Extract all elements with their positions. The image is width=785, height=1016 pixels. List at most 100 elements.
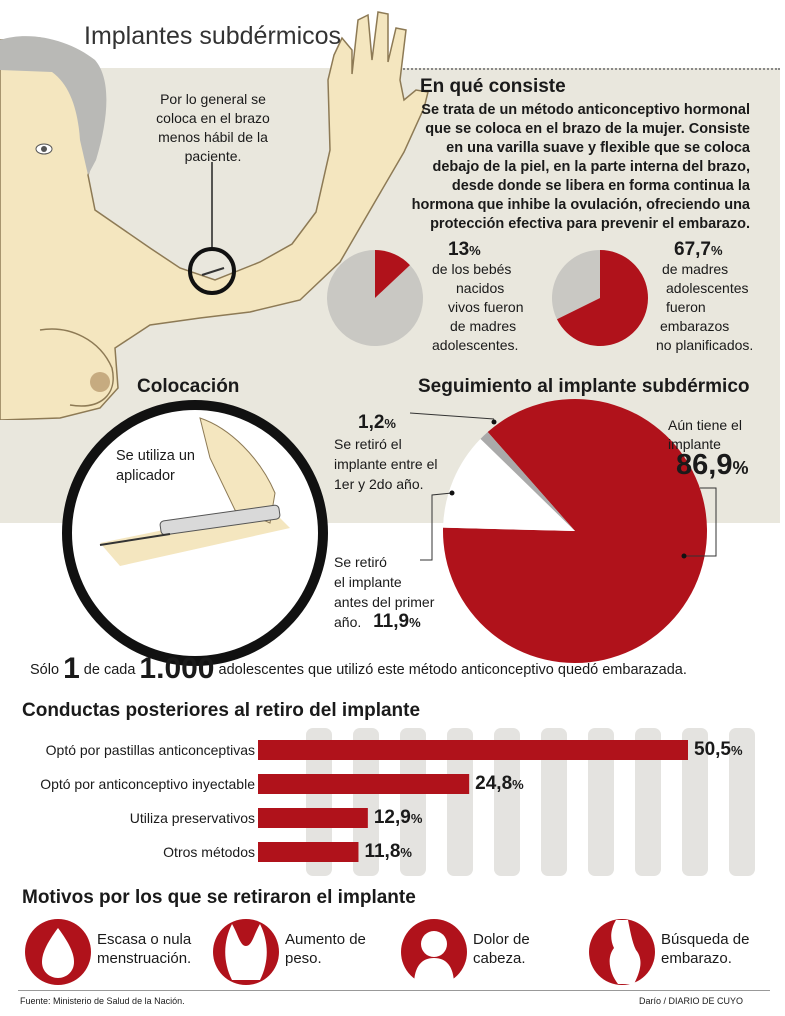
bar xyxy=(258,842,359,862)
bar-value-label: 24,8% xyxy=(475,773,524,795)
page-title: Implantes subdérmicos xyxy=(84,22,342,50)
pie-chart-seguimiento xyxy=(443,399,707,663)
bar-value-label: 11,8% xyxy=(364,841,412,863)
footer-rule xyxy=(18,990,770,991)
seg-b-line: Aún tiene el xyxy=(668,417,742,433)
seg-a-line: Se retiró el xyxy=(334,436,402,452)
seguimiento-note-c: Se retiró el implante antes del primer a… xyxy=(334,552,434,633)
consiste-line: protección efectiva para prevenir el emb… xyxy=(430,216,750,232)
pregnancy-icon xyxy=(589,919,655,985)
top-dotted-rule xyxy=(348,68,780,70)
seg-a-line: implante entre el xyxy=(334,456,438,472)
applicator-circle-ring xyxy=(62,400,328,666)
pie1-unit: % xyxy=(469,243,481,258)
seguimiento-note-b: Aún tiene el implante 86,9% xyxy=(668,416,749,481)
pupil-shape xyxy=(41,146,47,152)
applicator-illustration xyxy=(62,400,328,666)
seg-c-line: año. xyxy=(334,614,362,630)
pie2-line: adolescentes xyxy=(666,280,749,296)
bar-value-unit: % xyxy=(400,845,412,860)
pie-chart-no-planificados xyxy=(552,250,648,346)
pie2-unit: % xyxy=(710,243,723,258)
seg-b-unit: % xyxy=(732,458,749,478)
consiste-line: desde donde se libera en forma continua … xyxy=(451,178,750,194)
seg-a-value: 1,2 xyxy=(358,412,385,433)
pie-slice-bebes xyxy=(375,250,410,298)
bar-value-unit: % xyxy=(730,743,743,758)
seg-a-unit: % xyxy=(384,416,396,431)
bar-value-unit: % xyxy=(512,777,524,792)
grid-stripe xyxy=(353,728,379,876)
colocacion-heading: Colocación xyxy=(137,376,240,397)
grid-stripe xyxy=(541,728,567,876)
summary-sentence: Sólo 1 de cada 1.000 adolescentes que ut… xyxy=(30,652,687,686)
bar-category-label: Otros métodos xyxy=(163,844,255,860)
bar-category-label: Utiliza preservativos xyxy=(129,810,255,826)
grid-stripe xyxy=(682,728,708,876)
seguimiento-note-a: 1,2% Se retiró el implante entre el 1er … xyxy=(334,413,438,494)
sentence-part: Sólo xyxy=(30,662,60,678)
bar-category-label: Optó por anticonceptivo inyectable xyxy=(40,776,255,792)
bar-value-unit: % xyxy=(410,811,423,826)
pie1-line: nacidos xyxy=(456,280,505,296)
grid-stripe xyxy=(447,728,473,876)
motivos-heading: Motivos por los que se retiraron el impl… xyxy=(22,887,416,908)
sentence-number: 1.000 xyxy=(139,652,215,685)
source-note: Fuente: Ministerio de Salud de la Nación… xyxy=(20,996,185,1006)
arm-note-line: menos hábil de la xyxy=(158,129,268,145)
bar xyxy=(258,808,368,828)
seg-c-line: el implante xyxy=(334,574,402,590)
colocacion-line: Se utiliza un xyxy=(116,448,195,464)
motivo-line: cabeza. xyxy=(473,950,526,967)
grid-stripe xyxy=(729,728,755,876)
sentence-number: 1 xyxy=(63,652,80,685)
arm-note-line: Por lo general se xyxy=(160,91,266,107)
pie2-line: fueron xyxy=(666,299,706,315)
arm-note-line: paciente. xyxy=(184,148,242,164)
grid-stripe xyxy=(306,728,332,876)
woman-illustration xyxy=(0,11,429,420)
bar-value-number: 12,9 xyxy=(373,807,411,828)
arm-note: Por lo general se coloca en el brazo men… xyxy=(138,90,288,166)
consiste-line: Se trata de un método anticonceptivo hor… xyxy=(421,102,750,118)
bar xyxy=(258,740,688,760)
bar-value-number: 24,8 xyxy=(475,773,513,794)
motivo-text: Escasa o nula menstruación. xyxy=(97,930,191,968)
seg-a-line: 1er y 2do año. xyxy=(334,476,424,492)
pie1-label: 13% de los bebés nacidos vivos fueron de… xyxy=(432,240,523,355)
motivo-text: Dolor de cabeza. xyxy=(473,930,530,968)
pie1-line: vivos fueron xyxy=(448,299,524,315)
bar-value-label: 12,9% xyxy=(374,807,423,829)
seg-c-value: 11,9 xyxy=(373,611,410,632)
sentence-part: de cada xyxy=(83,662,136,678)
seg-c-line: antes del primer xyxy=(334,594,435,610)
seg-b-value: 86,9 xyxy=(676,449,733,481)
applicator-device-icon xyxy=(159,504,281,536)
body-outline xyxy=(0,11,429,420)
applicator-needle xyxy=(99,533,171,546)
sentence-part: adolescentes que utilizó este método ant… xyxy=(218,662,687,678)
arm-note-line: coloca en el brazo xyxy=(156,110,270,126)
pie1-value: 13 xyxy=(448,239,470,260)
grid-stripe xyxy=(588,728,614,876)
pie2-value: 67,7 xyxy=(674,239,711,260)
motivo-line: menstruación. xyxy=(97,950,192,967)
credit-note: Darío / DIARIO DE CUYO xyxy=(638,996,743,1006)
implant-rod-icon xyxy=(201,267,225,276)
seg-c-unit: % xyxy=(409,615,421,630)
bar-value-label: 50,5% xyxy=(694,739,743,761)
consiste-line: hormona que inhibe la ovulación, ofrecie… xyxy=(411,197,750,213)
drop-icon xyxy=(25,919,91,985)
pie2-line: embarazos xyxy=(660,318,730,334)
nipple-shape xyxy=(90,372,110,392)
hair-shape xyxy=(0,36,107,175)
bar xyxy=(258,774,470,794)
grid-stripe xyxy=(635,728,661,876)
motivo-text: Búsqueda de embarazo. xyxy=(661,930,749,968)
consiste-line: en una varilla suave y flexible que se c… xyxy=(446,140,750,156)
motivo-line: embarazo. xyxy=(661,950,732,967)
consiste-line: que se coloca en el brazo de la mujer. C… xyxy=(425,121,750,137)
bar-category-label: Optó por pastillas anticonceptivas xyxy=(45,742,255,758)
